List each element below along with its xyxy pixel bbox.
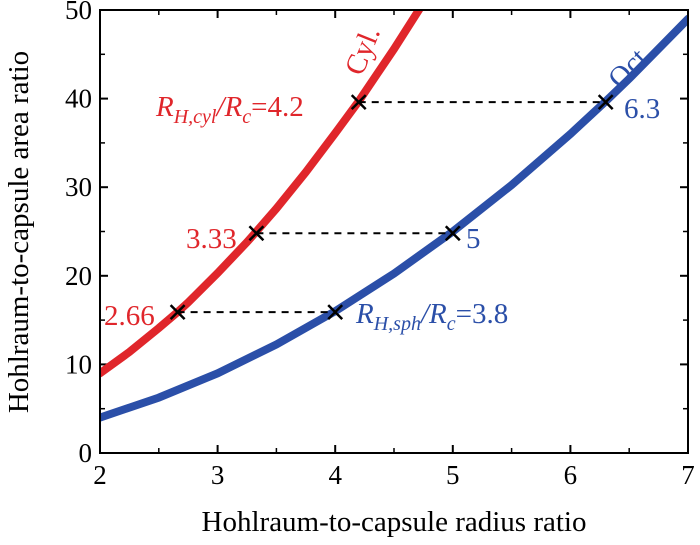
label-2-66: 2.66: [104, 300, 155, 332]
x-tick-label: 7: [681, 460, 695, 490]
sph-ratio-label: RH,sph/Rc=3.8: [355, 298, 508, 335]
x-tick-label: 3: [211, 460, 225, 490]
cross-marker: [248, 225, 265, 242]
y-tick-label: 30: [65, 172, 92, 202]
cross-marker: [327, 304, 344, 321]
cross-marker: [597, 94, 614, 111]
y-tick-label: 0: [79, 438, 93, 468]
y-tick-label: 10: [65, 349, 92, 379]
cross-marker: [444, 225, 461, 242]
y-tick-label: 20: [65, 261, 92, 291]
x-tick-label: 4: [328, 460, 342, 490]
cross-markers: [169, 94, 614, 321]
plot-frame: [99, 9, 689, 454]
x-axis-title: Hohlraum-to-capsule radius ratio: [202, 506, 587, 538]
cyl-ratio-label: RH,cyl/Rc=4.2: [155, 91, 304, 128]
x-tick-label: 6: [564, 460, 578, 490]
label-5: 5: [466, 223, 481, 255]
cross-marker: [350, 94, 367, 111]
cross-marker: [169, 304, 186, 321]
oct-series-label: Oct.: [602, 37, 659, 95]
x-tick-label: 5: [446, 460, 460, 490]
y-tick-label: 50: [65, 0, 92, 25]
oct-series-line: [100, 14, 688, 422]
label-3-33: 3.33: [186, 223, 237, 255]
x-axis-ticks: 2 3 4 5 6 7: [93, 10, 695, 490]
x-tick-label: 2: [93, 460, 107, 490]
y-axis-ticks: 0 10 20 30 40 50: [65, 0, 688, 468]
dashed-guides: [177, 101, 606, 314]
y-tick-label: 40: [65, 84, 92, 114]
label-6-3: 6.3: [624, 93, 660, 125]
y-axis-title: Hohlraum-to-capsule area ratio: [3, 51, 35, 413]
